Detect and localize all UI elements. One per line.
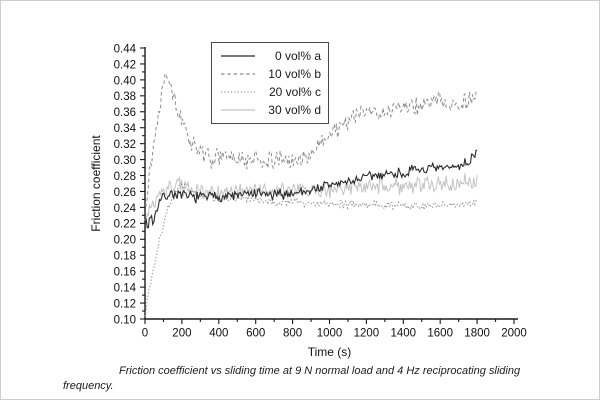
svg-text:0.10: 0.10 [114,314,136,326]
legend-label-20vol: 20 vol% c [268,85,321,99]
svg-text:2000: 2000 [501,328,527,340]
legend-item-3: 30 vol% d [220,101,321,119]
x-axis-ticks [144,319,515,324]
svg-text:0.30: 0.30 [114,155,136,167]
y-axis-tick-labels: 0.10 0.12 0.14 0.16 0.18 0.20 0.22 0.24 0.26 0.28… [114,43,137,326]
legend-label-0vol: 0 vol% a [274,49,321,63]
svg-text:0.14: 0.14 [114,282,137,294]
y-axis-label: Friction coefficient [89,135,103,232]
legend-line-0vol-icon [221,55,255,57]
svg-text:0.42: 0.42 [114,59,136,71]
svg-text:400: 400 [209,328,228,340]
svg-text:200: 200 [172,328,191,340]
svg-text:0.26: 0.26 [114,187,136,199]
chart-legend: 0 vol% a 10 vol% b 20 vol% c 30 vol% d [211,42,329,124]
svg-text:1000: 1000 [317,328,343,340]
svg-text:0.36: 0.36 [114,107,136,119]
svg-text:0: 0 [142,328,148,340]
svg-text:1600: 1600 [427,328,453,340]
figure-caption: Friction coefficient vs sliding time at … [63,365,521,392]
svg-text:1400: 1400 [391,328,417,340]
series-line-0 [144,149,478,229]
svg-text:0.40: 0.40 [114,75,136,87]
svg-text:0.12: 0.12 [114,298,136,310]
svg-text:0.16: 0.16 [114,267,136,279]
x-axis-tick-labels: 0 200 400 600 800 1000 1200 1400 1600 1800 2000 [142,328,527,340]
svg-text:800: 800 [283,328,302,340]
svg-text:0.18: 0.18 [114,251,136,263]
x-axis-label: Time (s) [308,345,352,359]
friction-chart: 0 200 400 600 800 1000 1200 1400 1600 1800 2000 0.1… [89,43,527,359]
svg-text:0.28: 0.28 [114,171,136,183]
legend-line-10vol-icon [221,73,255,75]
legend-item-1: 10 vol% b [220,65,321,83]
svg-text:0.38: 0.38 [114,91,136,103]
svg-text:1800: 1800 [464,328,490,340]
svg-text:0.32: 0.32 [114,139,136,151]
svg-text:0.44: 0.44 [114,43,137,55]
svg-text:600: 600 [246,328,265,340]
legend-line-20vol-icon [221,91,255,93]
svg-text:0.24: 0.24 [114,203,137,215]
y-axis-ticks [140,47,145,320]
legend-label-10vol: 10 vol% b [268,67,321,81]
legend-label-30vol: 30 vol% d [268,103,321,117]
svg-text:0.22: 0.22 [114,219,136,231]
legend-line-30vol-icon [221,109,255,111]
series-line-2 [144,182,478,317]
svg-text:0.34: 0.34 [114,123,137,135]
svg-text:1200: 1200 [354,328,380,340]
legend-item-0: 0 vol% a [220,47,321,65]
svg-text:0.20: 0.20 [114,235,136,247]
legend-item-2: 20 vol% c [220,83,321,101]
series-line-1 [144,72,478,207]
